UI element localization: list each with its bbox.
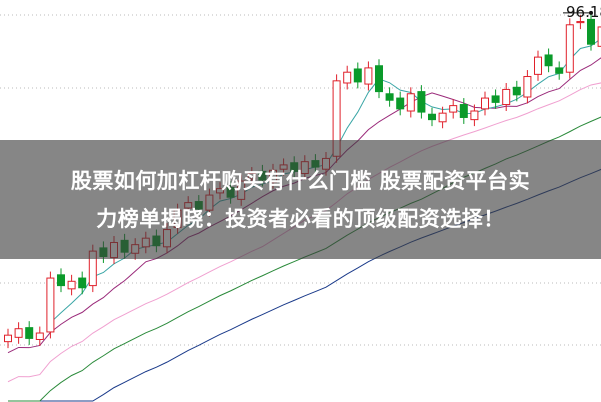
max-marker-dot [589,10,593,15]
candle-down [385,93,394,101]
candle-down [396,97,405,110]
headline-line-2: 力榜单揭晓：投资者必看的顶级配资选择！ [96,206,505,231]
candle-up [364,67,373,85]
candle-up [46,277,55,333]
candle-down [417,91,426,113]
candle-up [35,332,44,340]
candle-down [428,113,436,121]
candle-down [512,86,521,96]
candle-up [523,76,532,98]
candle-up [470,110,479,121]
candle-down [353,68,362,83]
candle-down [555,67,564,74]
candle-down [78,277,87,289]
candle-down [57,274,65,287]
candle-up [449,105,458,113]
candle-up [343,71,352,84]
candle-up [534,56,542,75]
headline-line-1: 股票如何加杠杆购买有什么门槛 股票配资平台实 [70,168,531,193]
candle-up [576,21,585,24]
candle-down [544,54,553,67]
candle-up [481,97,489,110]
candle-down [375,65,383,93]
max-price-label: 96.18 [566,2,601,21]
candle-up [14,328,23,338]
candle-up [565,24,574,73]
candle-down [459,104,468,118]
candle-up [502,88,511,106]
candle-down [491,95,500,103]
candle-up [438,112,447,123]
candle-down [25,327,34,339]
candle-up [597,26,601,47]
candle-up [4,334,12,343]
headline-overlay: 股票如何加杠杆购买有什么门槛 股票配资平台实 力榜单揭晓：投资者必看的顶级配资选… [0,140,601,259]
candle-down [587,18,595,45]
candle-up [67,280,76,290]
candle-up [406,93,415,112]
